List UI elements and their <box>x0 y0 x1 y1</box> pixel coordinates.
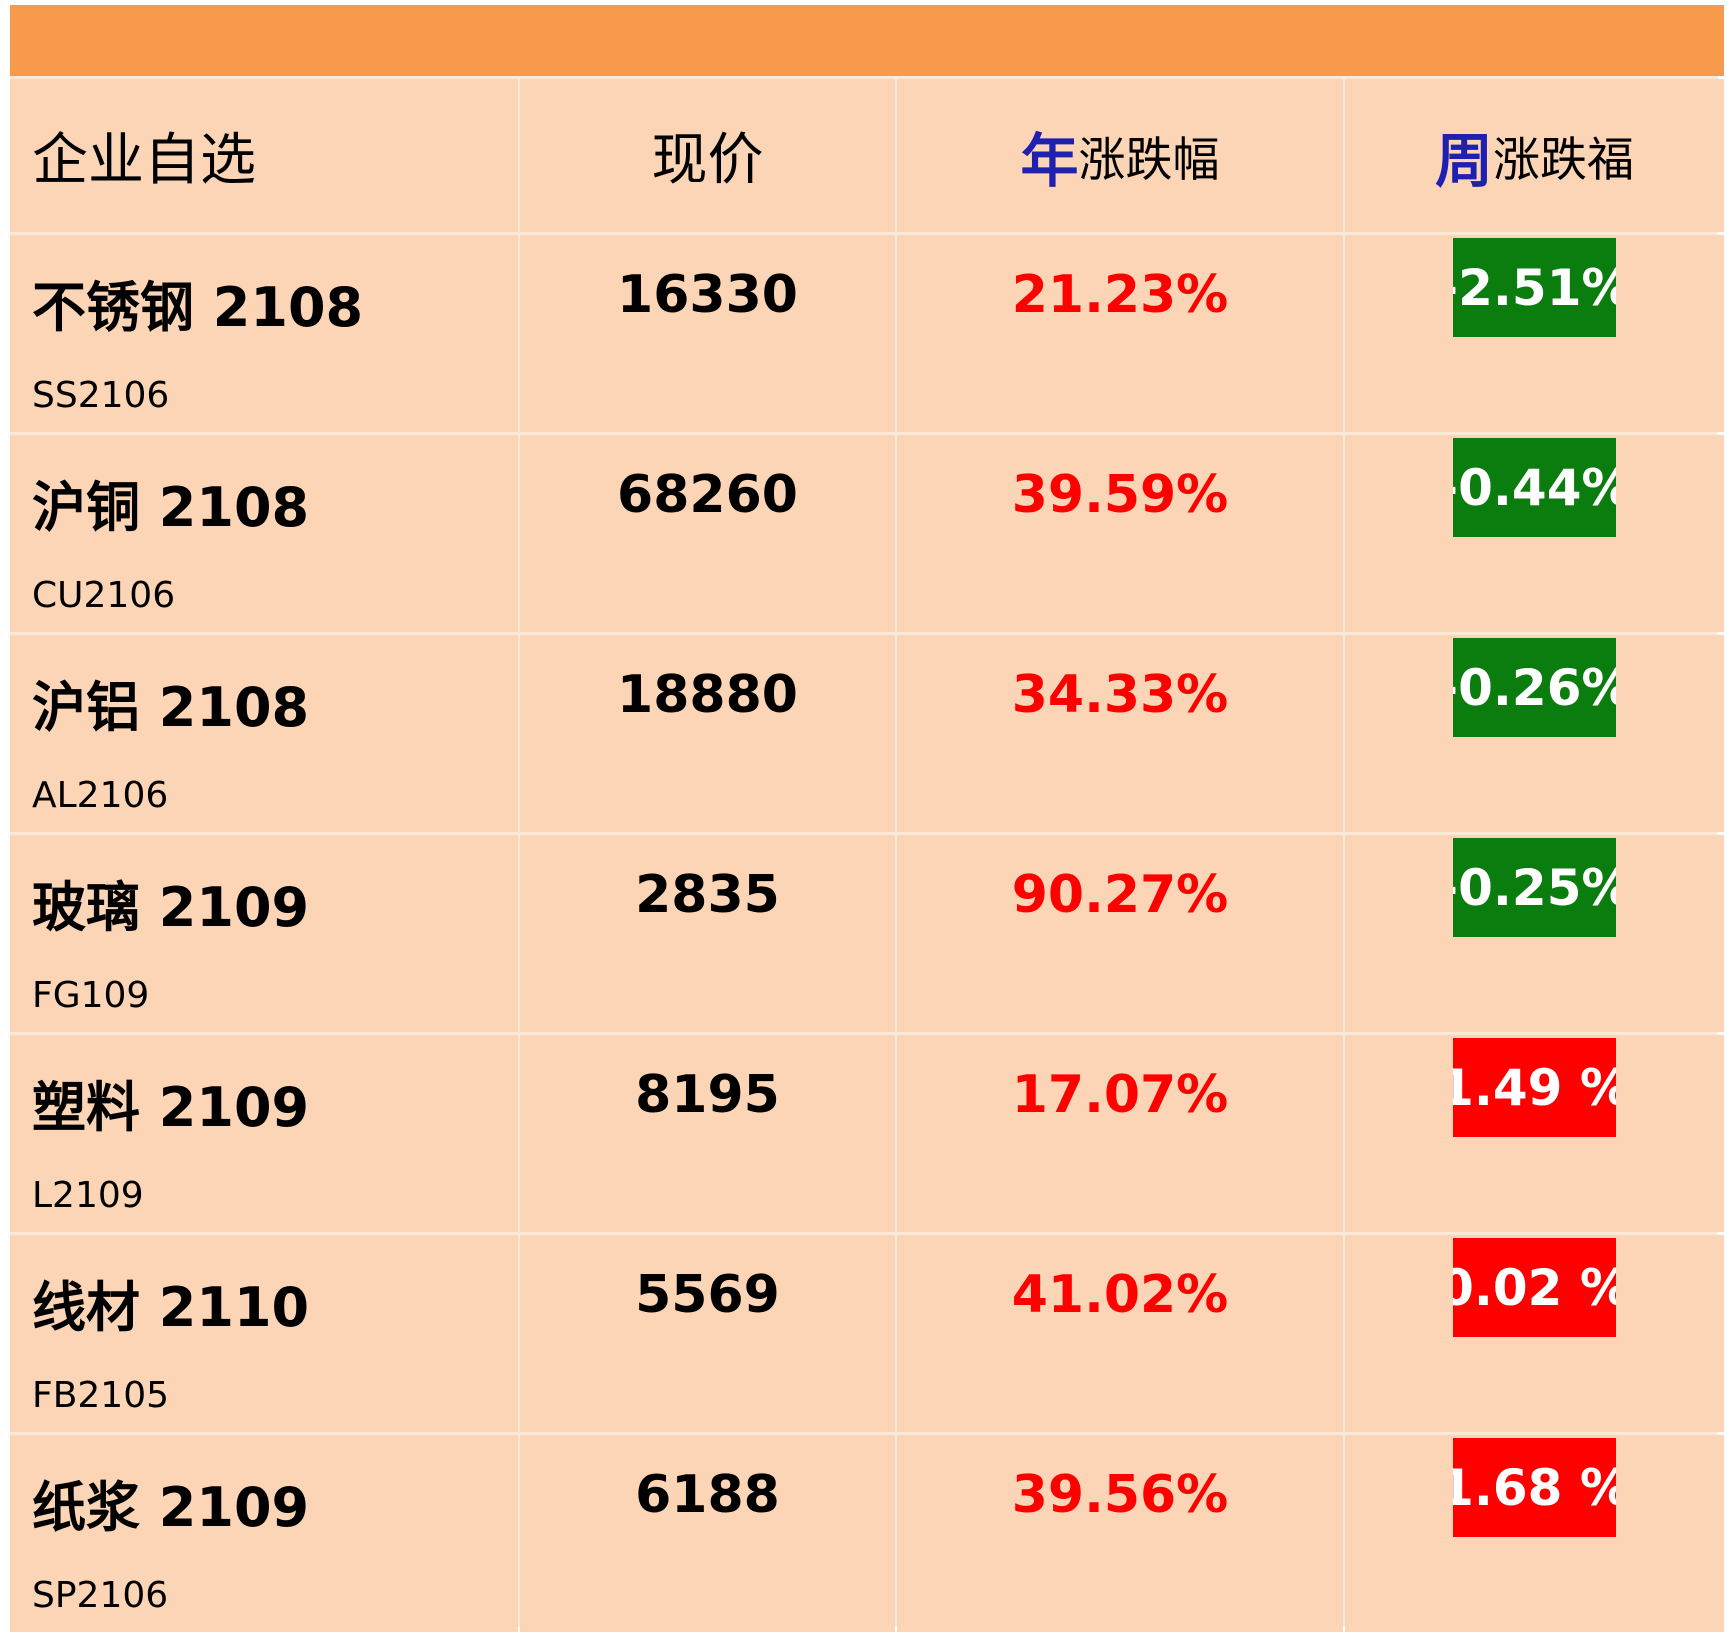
contract-code: SP2106 <box>32 1575 169 1616</box>
week-change-badge: -2.51% <box>1453 238 1616 337</box>
year-change: 21.23% <box>1011 265 1229 325</box>
contract-name: 线材 2110 <box>32 1276 310 1339</box>
row-week-cell: -0.25% <box>1345 835 1724 1032</box>
year-change: 39.56% <box>1011 1465 1229 1525</box>
contract-name: 玻璃 2109 <box>32 876 310 939</box>
row-name-cell: 玻璃 2109 FG109 <box>10 835 518 1032</box>
row-year-cell: 41.02% <box>897 1235 1343 1432</box>
row-year-cell: 90.27% <box>897 835 1343 1032</box>
year-change: 41.02% <box>1011 1265 1229 1325</box>
row-year-cell: 39.56% <box>897 1435 1343 1632</box>
row-week-cell: 0.02 % <box>1345 1235 1724 1432</box>
contract-code: SS2106 <box>32 375 170 416</box>
current-price: 68260 <box>617 465 798 525</box>
top-banner <box>10 5 1724 76</box>
row-price-cell: 68260 <box>520 435 895 632</box>
row-year-cell: 39.59% <box>897 435 1343 632</box>
current-price: 18880 <box>617 665 798 725</box>
contract-code: FG109 <box>32 975 150 1016</box>
header-name-label: 企业自选 <box>32 128 256 193</box>
row-week-cell: 1.68 % <box>1345 1435 1724 1632</box>
contract-name: 不锈钢 2108 <box>32 276 364 339</box>
week-change-badge: -0.44% <box>1453 438 1616 537</box>
watchlist-table: 企业自选 现价 年涨跌幅 周涨跌福 不锈钢 2108 SS2106 16330 … <box>10 5 1724 1632</box>
week-change-badge: 1.68 % <box>1453 1438 1616 1537</box>
row-price-cell: 8195 <box>520 1035 895 1232</box>
contract-name: 塑料 2109 <box>32 1076 310 1139</box>
header-year-change: 年涨跌幅 <box>897 79 1343 232</box>
contract-name: 纸浆 2109 <box>32 1476 310 1539</box>
current-price: 5569 <box>635 1265 780 1325</box>
contract-code: CU2106 <box>32 575 176 616</box>
row-week-cell: -2.51% <box>1345 235 1724 432</box>
row-price-cell: 2835 <box>520 835 895 1032</box>
current-price: 6188 <box>635 1465 780 1525</box>
row-price-cell: 6188 <box>520 1435 895 1632</box>
year-change: 90.27% <box>1011 865 1229 925</box>
row-name-cell: 沪铝 2108 AL2106 <box>10 635 518 832</box>
row-price-cell: 18880 <box>520 635 895 832</box>
week-change-badge: -0.26% <box>1453 638 1616 737</box>
row-week-cell: 1.49 % <box>1345 1035 1724 1232</box>
contract-code: L2109 <box>32 1175 144 1216</box>
row-year-cell: 34.33% <box>897 635 1343 832</box>
row-year-cell: 17.07% <box>897 1035 1343 1232</box>
row-price-cell: 16330 <box>520 235 895 432</box>
header-price: 现价 <box>520 79 895 232</box>
year-change: 34.33% <box>1011 665 1229 725</box>
header-week-small: 涨跌福 <box>1493 133 1634 188</box>
contract-code: AL2106 <box>32 775 169 816</box>
header-price-label: 现价 <box>651 128 764 193</box>
year-change: 17.07% <box>1011 1065 1229 1125</box>
current-price: 8195 <box>635 1065 780 1125</box>
row-year-cell: 21.23% <box>897 235 1343 432</box>
header-name: 企业自选 <box>10 79 518 232</box>
row-name-cell: 塑料 2109 L2109 <box>10 1035 518 1232</box>
contract-name: 沪铜 2108 <box>32 476 310 539</box>
contract-name: 沪铝 2108 <box>32 676 310 739</box>
week-change-badge: 1.49 % <box>1453 1038 1616 1137</box>
row-week-cell: -0.26% <box>1345 635 1724 832</box>
week-change-badge: 0.02 % <box>1453 1238 1616 1337</box>
contract-code: FB2105 <box>32 1375 170 1416</box>
current-price: 2835 <box>635 865 780 925</box>
header-week-change: 周涨跌福 <box>1345 79 1724 232</box>
year-change: 39.59% <box>1011 465 1229 525</box>
row-name-cell: 沪铜 2108 CU2106 <box>10 435 518 632</box>
header-week-big: 周 <box>1434 126 1493 195</box>
header-year-small: 涨跌幅 <box>1078 133 1220 188</box>
row-week-cell: -0.44% <box>1345 435 1724 632</box>
row-name-cell: 纸浆 2109 SP2106 <box>10 1435 518 1632</box>
row-name-cell: 不锈钢 2108 SS2106 <box>10 235 518 432</box>
row-name-cell: 线材 2110 FB2105 <box>10 1235 518 1432</box>
week-change-badge: -0.25% <box>1453 838 1616 937</box>
current-price: 16330 <box>617 265 798 325</box>
header-year-big: 年 <box>1020 126 1079 195</box>
row-price-cell: 5569 <box>520 1235 895 1432</box>
